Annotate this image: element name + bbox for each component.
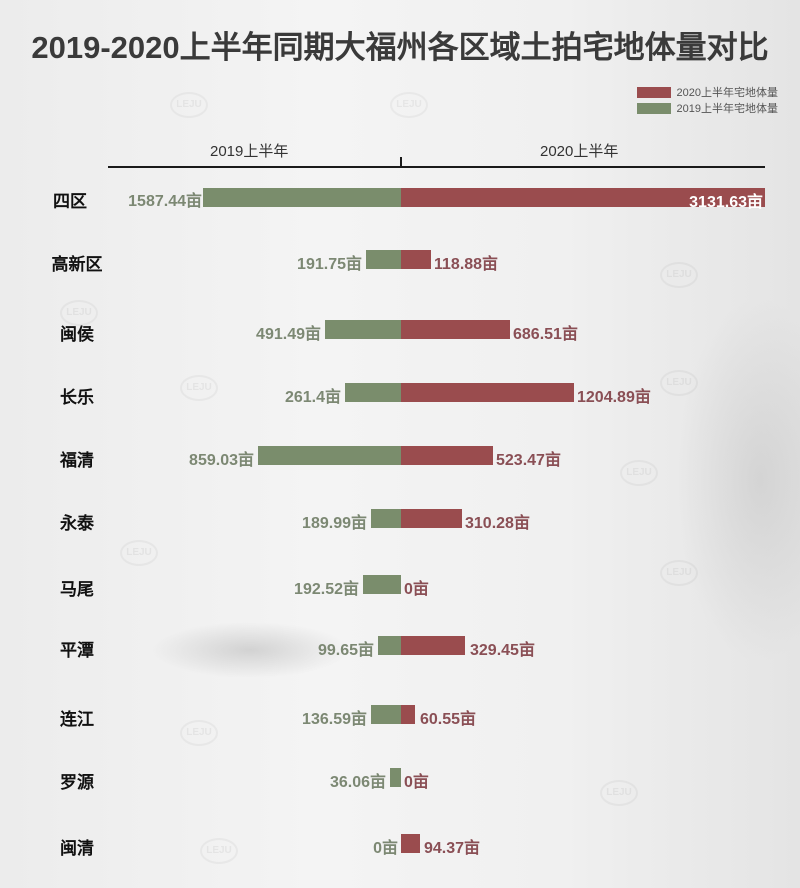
row-label: 马尾 [60,580,94,599]
watermark-logo: LEJU [620,460,658,486]
value-2019: 491.49亩 [256,326,321,343]
bar-2020 [401,446,493,465]
value-2019: 192.52亩 [294,581,359,598]
bar-2020 [401,250,431,269]
row-label: 连江 [60,710,94,729]
row-label: 福清 [60,451,94,470]
row-label: 闽侯 [60,325,94,344]
bar-2019 [371,705,401,724]
watermark-logo: LEJU [120,540,158,566]
bar-2020 [401,383,574,402]
value-2020: 60.55亩 [420,711,477,728]
bar-2019 [378,636,401,655]
row-label: 永泰 [60,514,94,533]
watermark-logo: LEJU [600,780,638,806]
legend-label-2020: 2020上半年宅地体量 [676,87,778,99]
value-2020: 0亩 [404,774,429,791]
bar-2020 [401,834,420,853]
legend-swatch-2020 [636,86,671,98]
value-2019: 859.03亩 [189,452,254,469]
row-label: 四区 [53,192,87,211]
bar-2019 [371,509,401,528]
bar-2019 [390,768,401,787]
value-2020: 3131.63亩 [689,194,763,211]
value-2019: 189.99亩 [302,515,367,532]
value-2019: 136.59亩 [302,711,367,728]
legend-item-2020: 2020上半年宅地体量 [636,84,778,100]
chart-title: 2019-2020上半年同期大福州各区域土拍宅地体量对比 [31,30,769,65]
value-2020: 118.88亩 [434,256,499,273]
value-2020: 310.28亩 [465,515,530,532]
row-label: 长乐 [60,388,94,407]
bar-2020 [401,320,510,339]
bar-2019 [366,250,401,269]
bar-2019 [203,188,401,207]
axis-label-2019: 2019上半年 [210,143,289,160]
watermark-logo: LEJU [180,720,218,746]
watermark-logo: LEJU [660,370,698,396]
watermark-logo: LEJU [170,92,208,118]
watermark-logo: LEJU [180,375,218,401]
value-2020: 523.47亩 [496,452,561,469]
axis-label-2020: 2020上半年 [540,143,619,160]
row-label: 闽清 [60,839,94,858]
row-label: 平潭 [60,641,94,660]
bar-2020 [401,636,465,655]
bar-2019 [345,383,401,402]
watermark-logo: LEJU [660,262,698,288]
bar-2019 [258,446,401,465]
bar-2019 [363,575,401,594]
bar-2020 [401,509,462,528]
value-2020: 686.51亩 [513,326,578,343]
legend: 2020上半年宅地体量 2019上半年宅地体量 [636,84,778,116]
row-label: 高新区 [51,255,103,274]
bar-2020 [401,188,765,207]
value-2020: 329.45亩 [470,642,535,659]
value-2020: 94.37亩 [424,840,481,857]
watermark-logo: LEJU [60,300,98,326]
bar-2020 [401,705,415,724]
value-2019: 0亩 [373,840,398,857]
value-2019: 191.75亩 [297,256,362,273]
legend-swatch-2019 [636,102,671,114]
watermark-logo: LEJU [200,838,238,864]
bar-2019 [325,320,401,339]
legend-label-2019: 2019上半年宅地体量 [676,103,778,115]
value-2019: 99.65亩 [317,642,374,659]
value-2019: 1587.44亩 [128,193,202,210]
legend-item-2019: 2019上半年宅地体量 [636,100,778,116]
watermark-logo: LEJU [660,560,698,586]
value-2020: 1204.89亩 [577,389,651,406]
value-2020: 0亩 [404,581,429,598]
value-2019: 36.06亩 [329,774,386,791]
watermark-logo: LEJU [390,92,428,118]
axis-center-tick [400,157,402,167]
row-label: 罗源 [60,773,94,792]
value-2019: 261.4亩 [284,389,341,406]
axis-line [108,166,765,168]
